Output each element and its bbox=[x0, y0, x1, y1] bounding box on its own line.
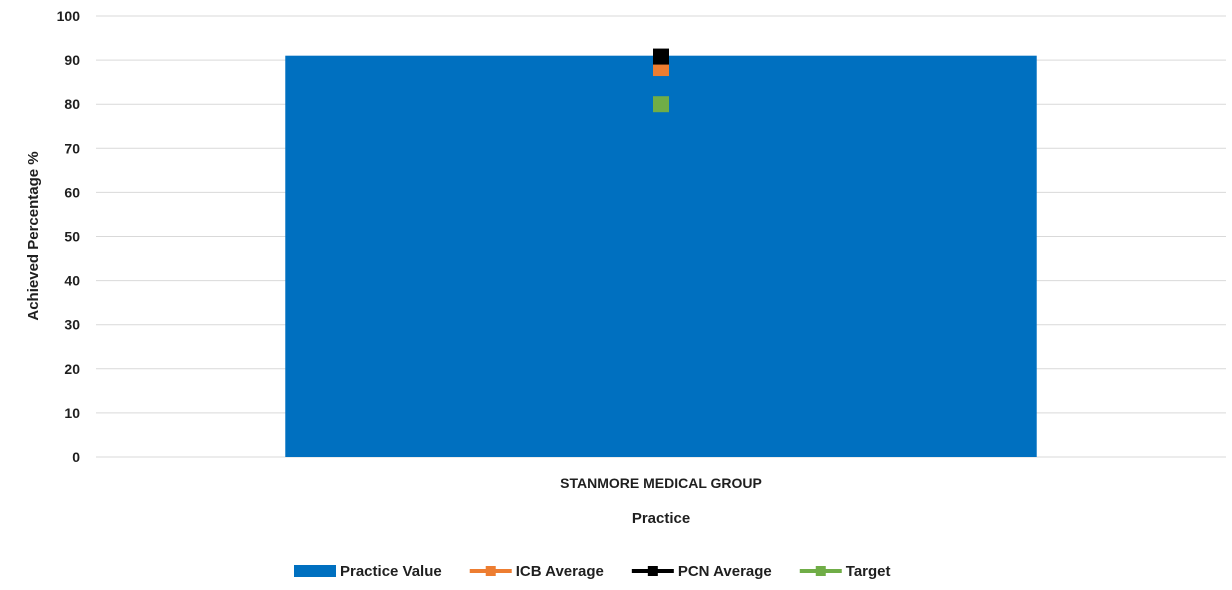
legend-item-icb-average: ICB Average bbox=[469, 563, 604, 580]
markers bbox=[653, 48, 669, 113]
legend-swatch bbox=[294, 565, 336, 577]
x-axis-title: Practice bbox=[632, 510, 690, 527]
y-tick-label: 60 bbox=[64, 184, 80, 200]
legend-label: PCN Average bbox=[678, 563, 772, 580]
bar-practice-value bbox=[285, 55, 1037, 457]
legend-item-pcn-average: PCN Average bbox=[631, 563, 772, 580]
y-axis-title: Achieved Percentage % bbox=[25, 151, 42, 320]
y-tick-label: 30 bbox=[64, 317, 80, 333]
y-tick-label: 10 bbox=[64, 405, 80, 421]
y-tick-label: 90 bbox=[64, 52, 80, 68]
legend-swatch-marker bbox=[485, 566, 496, 576]
legend-label: Practice Value bbox=[340, 563, 442, 580]
bars bbox=[285, 55, 1037, 457]
x-axis-categories: STANMORE MEDICAL GROUP bbox=[560, 475, 762, 491]
legend-item-practice-value: Practice Value bbox=[294, 563, 442, 580]
y-tick-label: 50 bbox=[64, 229, 80, 245]
x-category-label: STANMORE MEDICAL GROUP bbox=[560, 475, 762, 491]
y-tick-label: 80 bbox=[64, 96, 80, 112]
y-tick-label: 40 bbox=[64, 273, 80, 289]
legend: Practice Value ICB Average PCN Average Targ… bbox=[294, 563, 891, 580]
y-tick-label: 70 bbox=[64, 140, 80, 156]
marker-target bbox=[653, 96, 669, 113]
legend-swatch-marker bbox=[647, 566, 658, 576]
y-tick-label: 0 bbox=[72, 449, 80, 465]
legend-label: Target bbox=[846, 563, 891, 580]
legend-swatch-marker bbox=[815, 566, 826, 576]
legend-item-target: Target bbox=[799, 563, 891, 580]
marker-pcn-average bbox=[653, 48, 669, 65]
y-tick-label: 100 bbox=[57, 8, 81, 24]
y-axis-ticks: 0 10 20 30 40 50 60 70 80 90 100 bbox=[57, 8, 81, 465]
y-tick-label: 20 bbox=[64, 361, 80, 377]
legend-label: ICB Average bbox=[516, 563, 604, 580]
